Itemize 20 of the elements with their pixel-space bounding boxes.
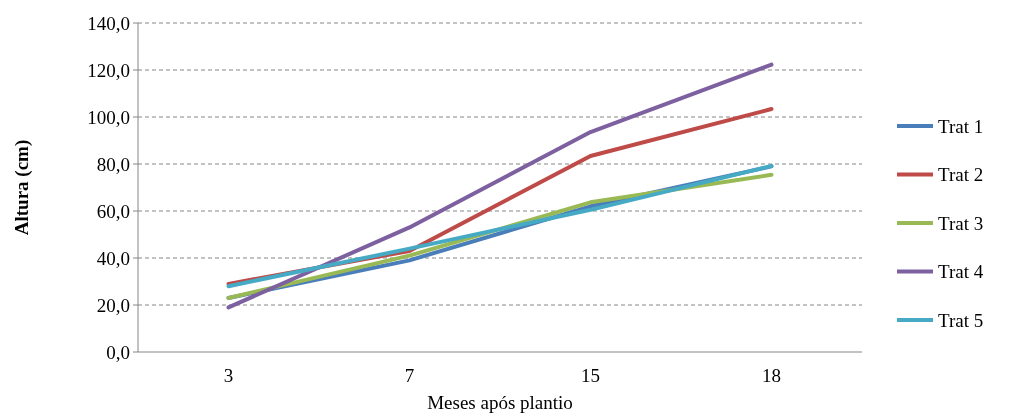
y-tick-label: 120,0	[87, 59, 130, 81]
y-tick-label: 140,0	[87, 12, 130, 34]
x-tick-label: 15	[581, 365, 600, 386]
y-tick-label: 40,0	[96, 247, 130, 269]
legend-label: Trat 5	[938, 309, 984, 331]
legend-label: Trat 1	[938, 115, 984, 137]
y-tick-label: 0,0	[106, 341, 130, 363]
x-tick-label: 7	[404, 365, 415, 386]
y-tick-label: 80,0	[96, 153, 130, 175]
y-axis-title: Altura (cm)	[11, 139, 33, 236]
x-tick-label: 3	[223, 365, 234, 386]
y-tick-label: 60,0	[96, 200, 130, 222]
legend-label: Trat 4	[938, 261, 984, 283]
y-tick-label: 20,0	[96, 294, 130, 316]
y-tick-label: 100,0	[87, 106, 130, 128]
line-series	[226, 62, 774, 310]
x-axis-title: Meses após plantio	[427, 392, 573, 413]
legend-label: Trat 3	[938, 212, 984, 234]
x-tick-label: 18	[762, 365, 781, 386]
legend-label: Trat 2	[938, 164, 984, 186]
